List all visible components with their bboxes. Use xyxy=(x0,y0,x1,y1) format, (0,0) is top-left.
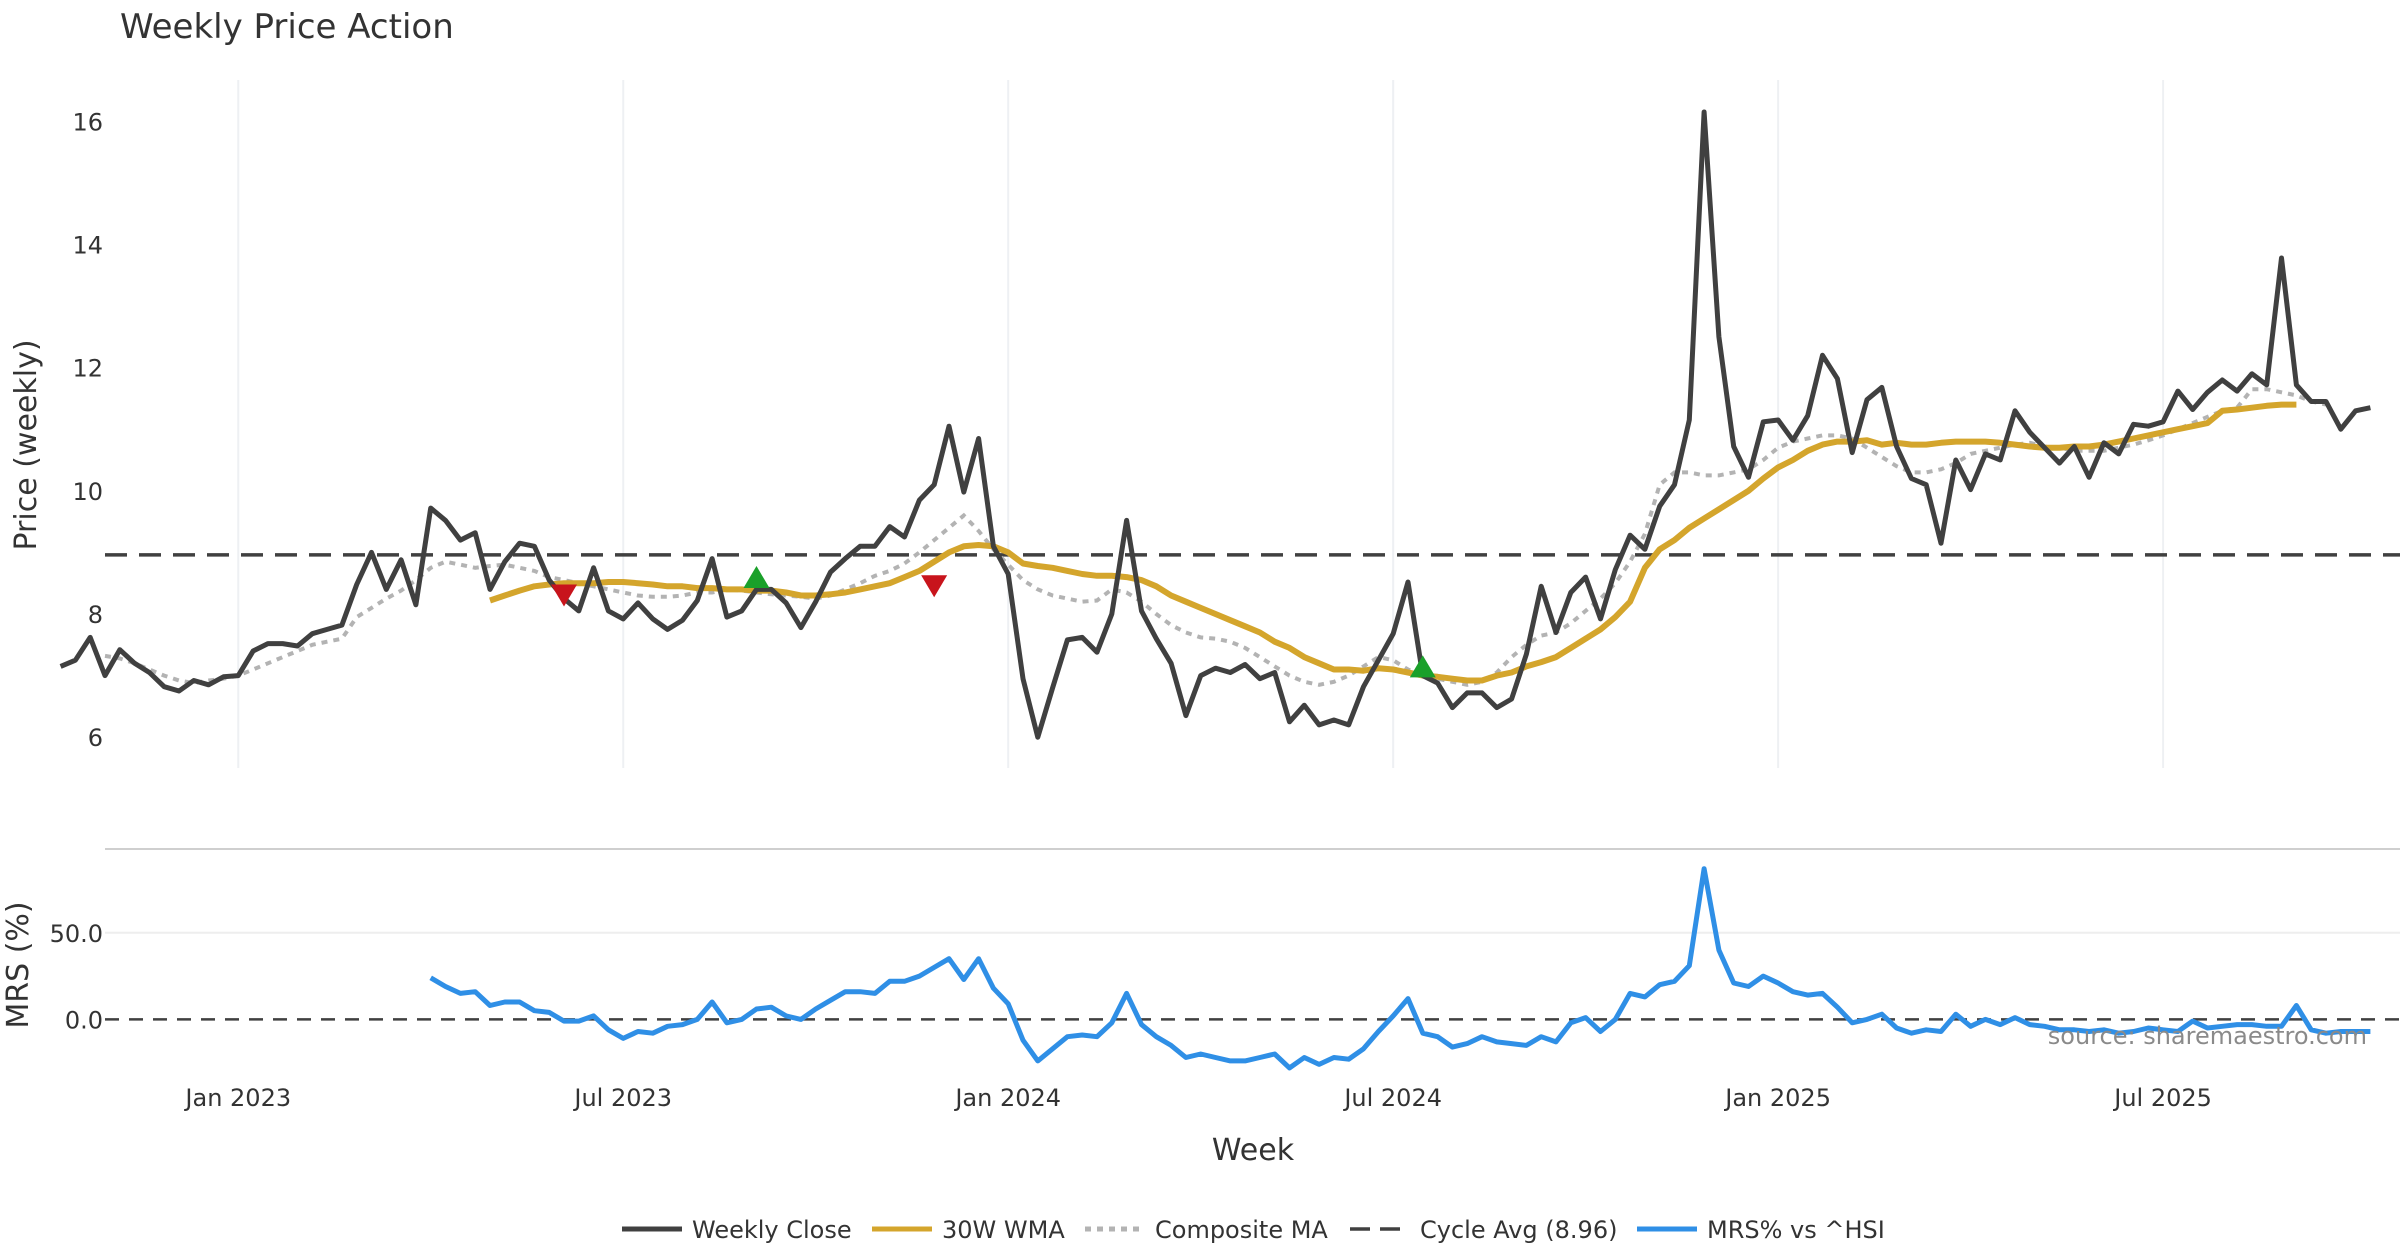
x-tick-label: Jul 2024 xyxy=(1342,1084,1442,1112)
signal-markers xyxy=(551,566,1436,678)
price-y-axis-title: Price (weekly) xyxy=(9,339,44,550)
mrs-y-tick-label: 50.0 xyxy=(50,920,103,948)
source-note: source: sharemaestro.com xyxy=(2048,1022,2367,1050)
price-panel: 6 8 10 12 14 16 Price (weekly) xyxy=(9,80,2400,768)
legend-label: 30W WMA xyxy=(942,1216,1065,1244)
buy-signal-marker xyxy=(1409,655,1436,678)
legend-label: Composite MA xyxy=(1155,1216,1328,1244)
x-tick-label: Jul 2023 xyxy=(572,1084,672,1112)
x-tick-label: Jan 2025 xyxy=(1723,1084,1831,1112)
price-y-tick-label: 8 xyxy=(88,601,103,629)
price-y-tick-label: 6 xyxy=(88,724,103,752)
price-y-tick-label: 16 xyxy=(72,108,103,136)
sell-signal-marker xyxy=(921,575,948,598)
price-y-tick-label: 14 xyxy=(72,231,103,259)
legend-label: Cycle Avg (8.96) xyxy=(1420,1216,1617,1244)
buy-signal-marker xyxy=(743,566,770,589)
x-axis-title: Week xyxy=(1212,1133,1295,1168)
mrs-y-ticks: 50.0 0.0 xyxy=(50,920,2400,1034)
price-y-tick-label: 10 xyxy=(72,478,103,506)
legend-label: MRS% vs ^HSI xyxy=(1707,1216,1885,1244)
price-gridlines xyxy=(237,80,2165,768)
weekly-close-line xyxy=(59,109,2371,740)
x-tick-label: Jul 2025 xyxy=(2112,1084,2212,1112)
sell-signal-marker xyxy=(551,584,577,607)
legend: Weekly Close 30W WMA Composite MA Cycle Avg… xyxy=(622,1216,1885,1244)
mrs-y-tick-label: 0.0 xyxy=(65,1006,103,1034)
x-tick-label: Jan 2023 xyxy=(183,1084,291,1112)
mrs-y-axis-title: MRS (%) xyxy=(1,901,36,1028)
wma-30w-line xyxy=(489,401,2297,684)
mrs-line xyxy=(429,866,2371,1071)
mrs-panel: 50.0 0.0 MRS (%) source: sharemaestro.com xyxy=(1,866,2400,1071)
price-y-ticks: 6 8 10 12 14 16 xyxy=(72,108,103,752)
x-tick-label: Jan 2024 xyxy=(953,1084,1061,1112)
chart-title: Weekly Price Action xyxy=(120,7,454,47)
legend-label: Weekly Close xyxy=(692,1216,852,1244)
x-axis-ticks: Jan 2023 Jul 2023 Jan 2024 Jul 2024 Jan 2025… xyxy=(183,1084,2212,1112)
composite-ma-line xyxy=(104,387,2327,687)
price-y-tick-label: 12 xyxy=(72,355,103,383)
